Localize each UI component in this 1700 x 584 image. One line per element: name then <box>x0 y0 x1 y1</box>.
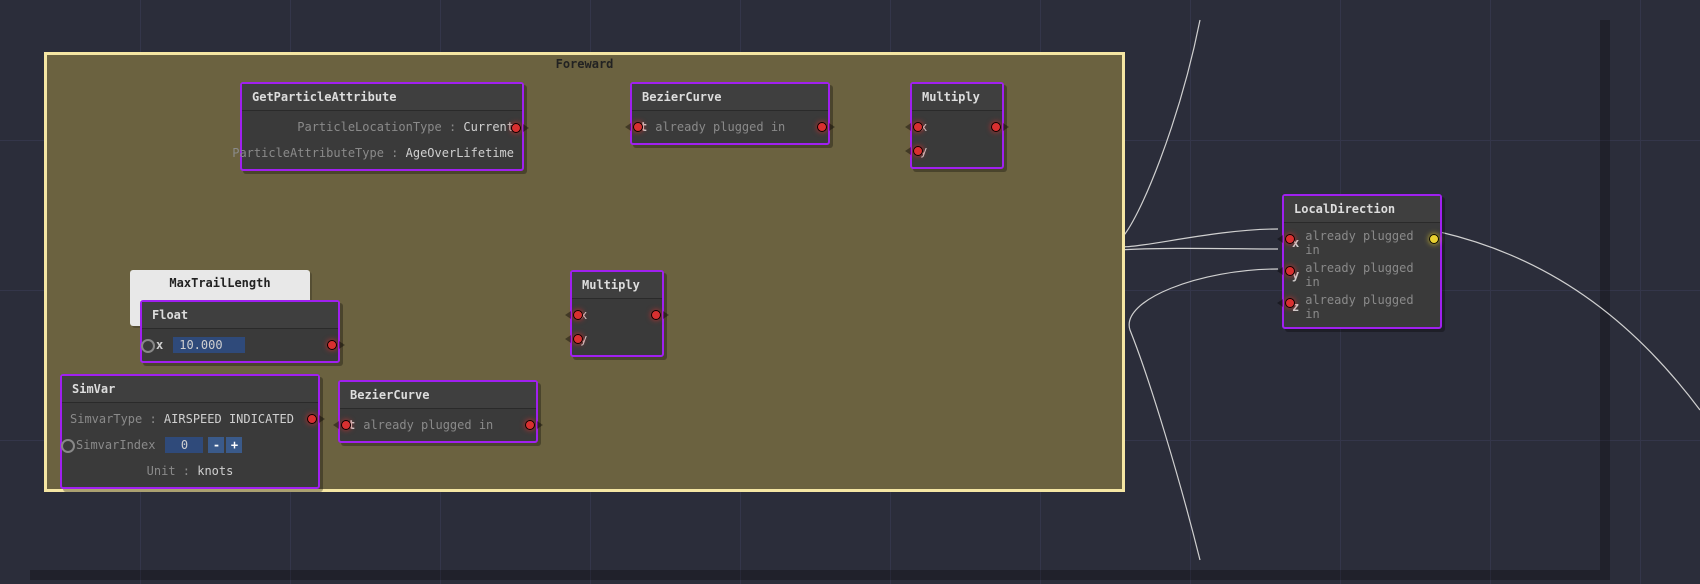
output-port[interactable] <box>1429 234 1439 244</box>
node-local-direction[interactable]: LocalDirection x already plugged in y al… <box>1282 194 1442 329</box>
input-port-x[interactable] <box>573 310 583 320</box>
input-port-y[interactable] <box>913 146 923 156</box>
simvar-index-label: SimvarIndex <box>76 438 155 452</box>
node-title: Multiply <box>572 272 662 299</box>
input-port-y[interactable] <box>573 334 583 344</box>
attr-value: AgeOverLifetime <box>406 146 514 160</box>
input-port-index-unconnected[interactable] <box>61 439 75 453</box>
input-port-z[interactable] <box>1285 298 1295 308</box>
node-simvar[interactable]: SimVar SimvarType : AIRSPEED INDICATED S… <box>60 374 320 489</box>
node-get-particle-attribute[interactable]: GetParticleAttribute ParticleLocationTyp… <box>240 82 524 171</box>
decrement-button[interactable]: - <box>208 437 224 453</box>
node-float[interactable]: Float x 10.000 <box>140 300 340 363</box>
port-label: x <box>156 338 163 352</box>
input-port-t[interactable] <box>341 420 351 430</box>
output-port[interactable] <box>511 123 521 133</box>
simvar-type-label: SimvarType : <box>70 412 164 426</box>
input-port-t[interactable] <box>633 122 643 132</box>
port-placeholder: already plugged in <box>1305 261 1432 289</box>
wire-external <box>1440 232 1700 410</box>
input-port-x-unconnected[interactable] <box>141 339 155 353</box>
simvar-unit-value: knots <box>197 464 233 478</box>
output-port[interactable] <box>651 310 661 320</box>
node-multiply-1[interactable]: Multiply x y <box>910 82 1004 169</box>
node-title: BezierCurve <box>632 84 828 111</box>
node-editor-canvas[interactable]: Foreward GetParticleAttribute ParticleLo… <box>0 0 1700 584</box>
node-bezier-curve-1[interactable]: BezierCurve t already plugged in <box>630 82 830 145</box>
attr-value: Current <box>463 120 514 134</box>
node-bezier-curve-2[interactable]: BezierCurve t already plugged in <box>338 380 538 443</box>
node-title: SimVar <box>62 376 318 403</box>
group-title: Foreward <box>47 53 1122 75</box>
port-placeholder: already plugged in <box>1305 293 1432 321</box>
simvar-index-value[interactable]: 0 <box>165 437 203 453</box>
node-title: BezierCurve <box>340 382 536 409</box>
input-port-y[interactable] <box>1285 266 1295 276</box>
ghost-title: MaxTrailLength <box>130 270 310 296</box>
node-title: Float <box>142 302 338 329</box>
increment-button[interactable]: + <box>226 437 242 453</box>
port-placeholder: already plugged in <box>363 418 493 432</box>
wire-external <box>1117 20 1278 247</box>
output-port[interactable] <box>327 340 337 350</box>
node-title: Multiply <box>912 84 1002 111</box>
output-port[interactable] <box>525 420 535 430</box>
input-port-x[interactable] <box>913 122 923 132</box>
node-title: GetParticleAttribute <box>242 84 522 111</box>
simvar-unit-label: Unit : <box>147 464 198 478</box>
attr-label: ParticleAttributeType : <box>232 146 405 160</box>
port-placeholder: already plugged in <box>1305 229 1432 257</box>
node-multiply-2[interactable]: Multiply x y <box>570 270 664 357</box>
output-port[interactable] <box>817 122 827 132</box>
output-port[interactable] <box>991 122 1001 132</box>
float-value[interactable]: 10.000 <box>173 337 245 353</box>
attr-label: ParticleLocationType : <box>297 120 463 134</box>
node-title: LocalDirection <box>1284 196 1440 223</box>
input-port-x[interactable] <box>1285 234 1295 244</box>
simvar-type-value: AIRSPEED INDICATED <box>164 412 294 426</box>
wire-external <box>1129 269 1278 560</box>
port-placeholder: already plugged in <box>655 120 785 134</box>
output-port[interactable] <box>307 414 317 424</box>
